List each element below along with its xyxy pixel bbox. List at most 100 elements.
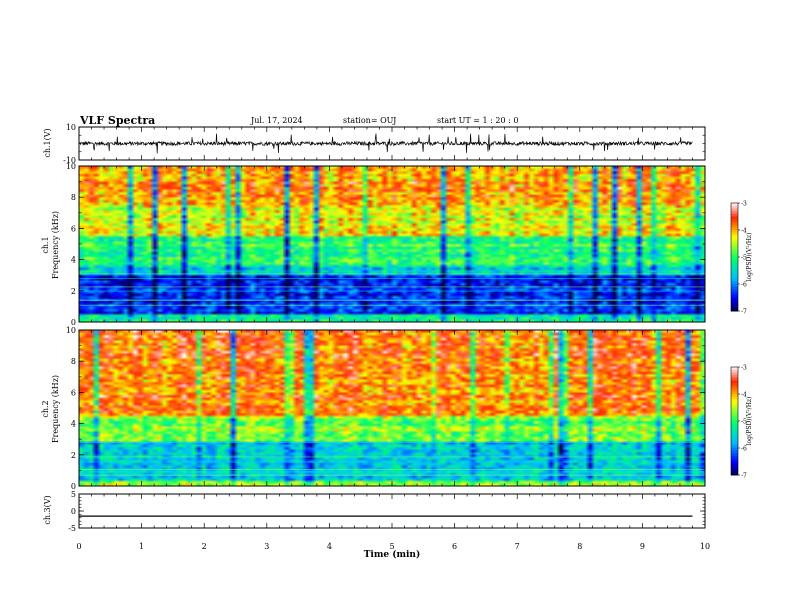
colorbar-segment: [731, 208, 738, 212]
colorbar-segment: [731, 308, 738, 312]
colorbar-segment: [731, 248, 738, 253]
colorbar-segment: [731, 262, 738, 266]
y-tick-label: 2: [71, 451, 76, 460]
x-tick-label: 0: [76, 542, 81, 551]
ch1-colorbar-label: log(PSD)(V²/Hz): [746, 233, 753, 282]
colorbar-segment: [731, 251, 738, 255]
colorbar-segment: [731, 437, 738, 441]
colorbar-segment: [731, 213, 738, 217]
y-tick-label: -10: [63, 156, 76, 165]
y-tick-label: 6: [71, 388, 76, 397]
colorbar-segment: [731, 375, 738, 379]
colorbar-segment: [731, 445, 738, 449]
colorbar-segment: [731, 238, 738, 242]
colorbar-segment: [731, 466, 738, 471]
colorbar-segment: [731, 431, 738, 435]
y-tick-label: 10: [66, 326, 76, 335]
x-tick-label: 8: [577, 542, 582, 551]
colorbar-tick-label: -5: [741, 419, 747, 426]
y-tick-label: 4: [71, 256, 76, 265]
start-time-label: start UT = 1 : 20 : 0: [437, 116, 518, 125]
colorbar-segment: [731, 286, 738, 290]
colorbar-segment: [731, 205, 738, 209]
colorbar-segment: [731, 461, 738, 465]
colorbar-segment: [731, 305, 738, 309]
colorbar-segment: [731, 281, 738, 285]
colorbar-segment: [731, 232, 738, 236]
colorbar-segment: [731, 391, 738, 395]
colorbar-segment: [731, 224, 738, 228]
ch2-spectrogram-ylabel-line1: ch.2: [41, 400, 50, 417]
colorbar-segment: [731, 227, 738, 231]
y-tick-label: 2: [71, 287, 76, 296]
station-label: station= OUJ: [343, 116, 396, 125]
colorbar-segment: [731, 469, 738, 473]
colorbar-segment: [731, 404, 738, 408]
colorbar-segment: [731, 434, 738, 438]
colorbar-segment: [731, 429, 738, 433]
ch1-spectrogram-image: [79, 166, 705, 322]
ch1-waveform-ylabel: ch.1(V): [43, 128, 52, 157]
colorbar-segment: [731, 410, 738, 414]
colorbar-tick-label: -7: [741, 309, 747, 316]
colorbar-segment: [731, 439, 738, 444]
colorbar-segment: [731, 426, 738, 430]
colorbar-segment: [731, 267, 738, 271]
colorbar-segment: [731, 254, 738, 258]
y-tick-label: 10: [66, 162, 76, 171]
colorbar-segment: [731, 221, 738, 226]
x-tick-label: 10: [700, 542, 710, 551]
y-tick-label: 0: [71, 318, 76, 327]
colorbar-segment: [731, 394, 738, 398]
x-tick-label: 2: [202, 542, 207, 551]
colorbar-segment: [731, 442, 738, 446]
colorbar-segment: [731, 235, 738, 239]
colorbar-segment: [731, 289, 738, 293]
colorbar-segment: [731, 377, 738, 381]
y-tick-label: 8: [71, 357, 76, 366]
panels: 10-100246810-3-4-5-6-70246810-3-4-5-6-75…: [63, 123, 747, 551]
colorbar-segment: [731, 385, 738, 390]
colorbar-segment: [731, 243, 738, 247]
ch3-waveform-frame: [78, 493, 706, 529]
colorbar-segment: [731, 448, 738, 452]
ch2-colorbar-label: log(PSD)(V²/Hz): [746, 397, 753, 446]
colorbar-segment: [731, 273, 738, 277]
colorbar-segment: [731, 265, 738, 269]
ch1-spectrogram-ylabel-line2: Frequency (kHz): [51, 211, 60, 279]
x-tick-label: 1: [139, 542, 144, 551]
colorbar-segment: [731, 415, 738, 419]
colorbar-segment: [731, 450, 738, 454]
colorbar-tick-label: -3: [741, 201, 747, 208]
colorbar-segment: [731, 418, 738, 422]
colorbar-segment: [731, 257, 738, 261]
colorbar-segment: [731, 388, 738, 392]
colorbar-tick-label: -7: [741, 473, 747, 480]
y-tick-label: 6: [71, 224, 76, 233]
colorbar-segment: [731, 412, 738, 417]
y-tick-label: -5: [68, 524, 76, 533]
colorbar-segment: [731, 284, 738, 288]
y-tick-label: 8: [71, 193, 76, 202]
colorbar-tick-label: -5: [741, 255, 747, 262]
x-tick-label: 4: [327, 542, 332, 551]
colorbar-tick-label: -3: [741, 365, 747, 372]
x-tick-label: 5: [389, 542, 394, 551]
colorbar-tick-label: -4: [741, 392, 747, 399]
y-tick-label: 0: [71, 482, 76, 491]
ch1-spectrogram-ylabel-line1: ch.1: [41, 236, 50, 253]
chart-title: VLF Spectra: [79, 114, 155, 127]
colorbar-segment: [731, 302, 738, 307]
ch1-waveform-trace: [78, 133, 693, 154]
colorbar-segment: [731, 423, 738, 427]
colorbar-segment: [731, 300, 738, 304]
y-tick-label: 5: [71, 490, 76, 499]
x-tick-label: 3: [264, 542, 269, 551]
colorbar-segment: [731, 240, 738, 244]
y-tick-label: 4: [71, 420, 76, 429]
colorbar-segment: [731, 297, 738, 301]
colorbar-segment: [731, 369, 738, 373]
colorbar-segment: [731, 396, 738, 400]
colorbar-segment: [731, 216, 738, 220]
colorbar-segment: [731, 472, 738, 476]
